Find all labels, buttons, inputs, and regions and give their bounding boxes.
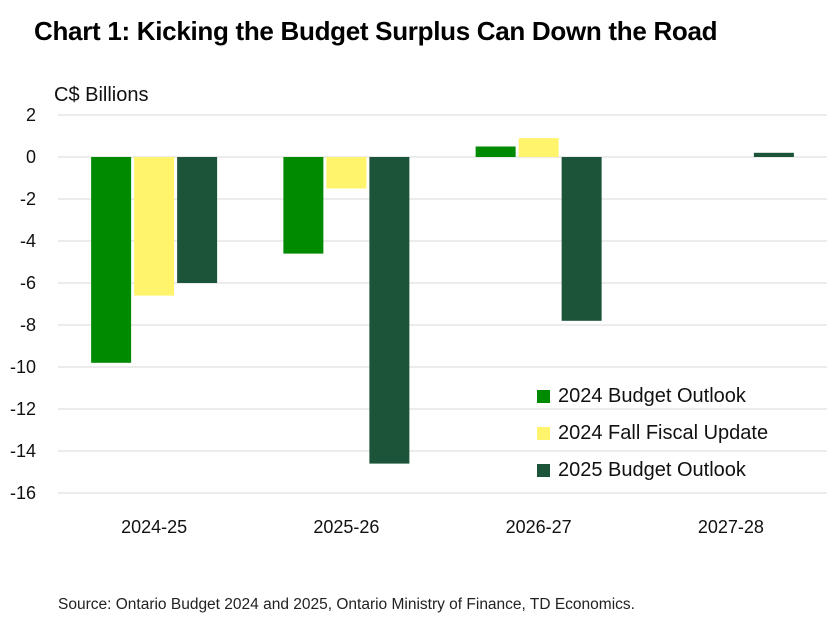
bar-2-2026-27 — [518, 138, 559, 157]
legend-swatch — [537, 427, 550, 440]
x-tick-label: 2024-25 — [121, 517, 187, 537]
bar-3-2026-27 — [561, 157, 602, 321]
y-tick-label: -12 — [10, 399, 36, 419]
legend-item-2025-budget: 2025 Budget Outlook — [537, 452, 768, 489]
y-tick-label: -8 — [20, 315, 36, 335]
y-tick-label: -16 — [10, 483, 36, 503]
bar-2-2025-26 — [326, 157, 367, 189]
legend-label: 2025 Budget Outlook — [558, 459, 746, 481]
y-tick-label: -14 — [10, 441, 36, 461]
x-tick-label: 2025-26 — [313, 517, 379, 537]
y-tick-label: -6 — [20, 273, 36, 293]
y-tick-label: 0 — [26, 147, 36, 167]
bar-2-2024-25 — [134, 157, 175, 296]
bar-1-2026-27 — [475, 146, 516, 157]
legend-label: 2024 Fall Fiscal Update — [558, 422, 769, 444]
x-tick-label: 2027-28 — [698, 517, 764, 537]
legend-swatch — [537, 464, 550, 477]
y-axis-unit-label: C$ Billions — [54, 84, 149, 106]
y-tick-label: -10 — [10, 357, 36, 377]
y-tick-label: -4 — [20, 231, 36, 251]
y-tick-label: 2 — [26, 105, 36, 125]
x-tick-label: 2026-27 — [506, 517, 572, 537]
bar-3-2027-28 — [753, 152, 794, 157]
legend-swatch — [537, 390, 550, 403]
bar-1-2025-26 — [283, 157, 324, 254]
bar-3-2025-26 — [369, 157, 410, 464]
legend-item-2024-fall-update: 2024 Fall Fiscal Update — [537, 415, 768, 452]
legend-item-2024-budget: 2024 Budget Outlook — [537, 378, 768, 415]
legend-label: 2024 Budget Outlook — [558, 385, 746, 407]
legend: 2024 Budget Outlook 2024 Fall Fiscal Upd… — [537, 378, 768, 489]
bar-3-2024-25 — [177, 157, 218, 283]
bar-1-2024-25 — [91, 157, 132, 363]
source-note: Source: Ontario Budget 2024 and 2025, On… — [58, 596, 635, 613]
chart-title: Chart 1: Kicking the Budget Surplus Can … — [34, 16, 718, 46]
y-tick-label: -2 — [20, 189, 36, 209]
